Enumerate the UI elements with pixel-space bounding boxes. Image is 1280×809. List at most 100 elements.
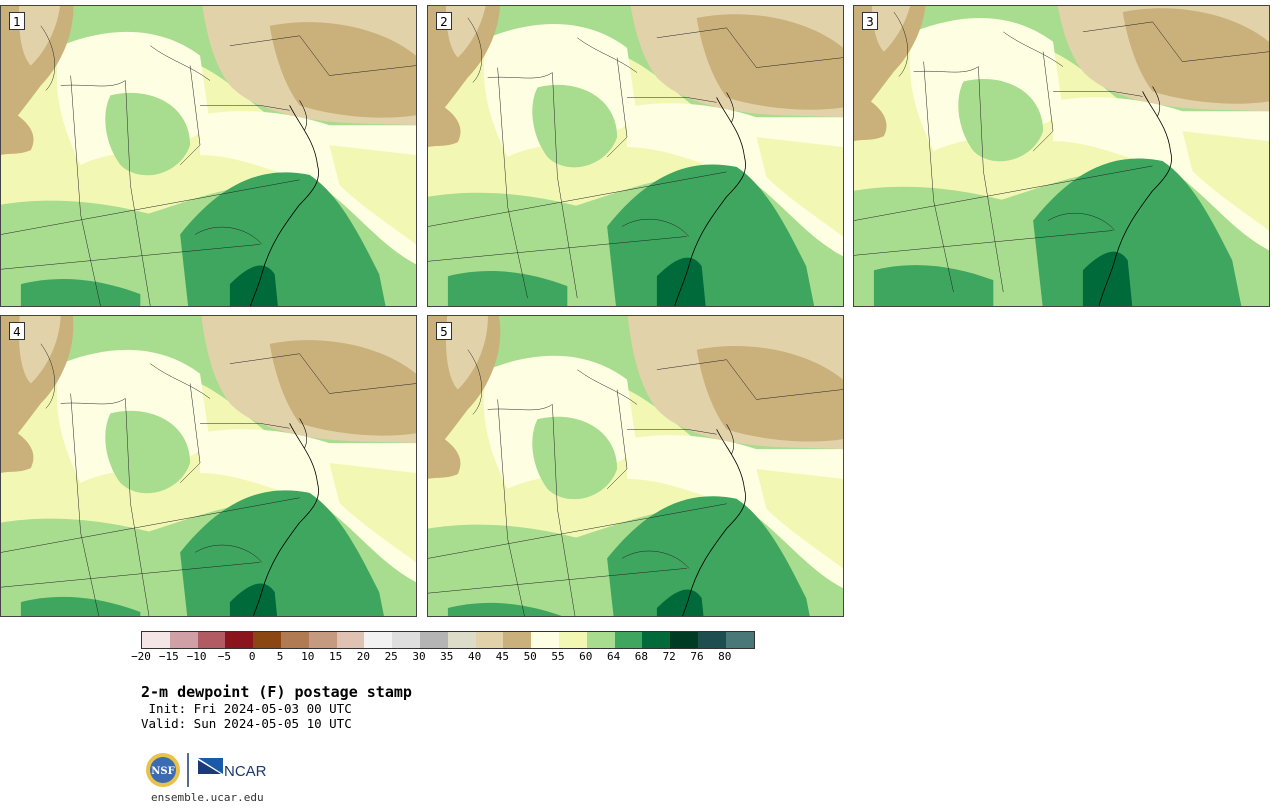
colorbar-tick-label: 50 (523, 650, 537, 663)
colorbar-tick-label: 76 (690, 650, 704, 663)
state-border (179, 65, 201, 166)
colorbar-tick-label: −20 (131, 650, 151, 663)
colorbar-tick-label: 20 (356, 650, 371, 663)
state-border (621, 550, 689, 569)
state-border (200, 423, 290, 429)
map-region (872, 6, 911, 52)
lake-outline (150, 363, 211, 399)
state-border (428, 171, 727, 227)
state-border (656, 27, 843, 68)
coastline (252, 423, 319, 616)
lake-outline (893, 11, 909, 77)
map-region (656, 589, 704, 616)
map-region (873, 265, 994, 306)
map-region (1, 316, 74, 454)
colorbar-tick-label: 80 (718, 650, 732, 663)
map-region (269, 340, 416, 436)
map-region (428, 192, 598, 299)
colorbar-tick-label: 15 (328, 650, 343, 663)
colorbar (141, 631, 755, 649)
map-region (1, 6, 74, 136)
colorbar-tick-label: 0 (248, 650, 256, 663)
colorbar-tick-label: −15 (158, 650, 179, 663)
colorbar-tick-label: 5 (276, 650, 284, 663)
map-region (18, 6, 60, 66)
map-region (532, 416, 618, 500)
panel-number-label: 4 (9, 322, 25, 340)
state-border (487, 72, 553, 79)
colorbar-swatch (419, 632, 448, 648)
state-border (125, 80, 151, 306)
map-region (756, 468, 843, 569)
dewpoint-map (428, 316, 843, 616)
colorbar-swatch (670, 632, 698, 648)
lake-outline (1003, 31, 1064, 67)
state-border (1, 562, 260, 588)
map-region (428, 6, 500, 128)
map-region (696, 14, 843, 110)
map-region (329, 463, 416, 563)
map-region (445, 6, 486, 58)
map-region (958, 78, 1044, 162)
state-border (627, 428, 717, 435)
map-panel-2: 2 (427, 5, 844, 307)
plot-title: 2-m dewpoint (F) postage stamp (141, 683, 412, 701)
state-border (1, 244, 260, 270)
lake-outline (40, 343, 56, 409)
map-region (229, 265, 278, 306)
bay-outline (726, 92, 735, 123)
state-border (621, 218, 689, 237)
map-region (1082, 251, 1133, 306)
colorbar-swatch (142, 632, 170, 648)
state-border (606, 389, 628, 490)
lake-outline (577, 37, 638, 73)
state-border (125, 398, 150, 616)
panel-number-label: 3 (862, 12, 878, 30)
state-border (606, 57, 628, 158)
colorbar-swatch (336, 632, 365, 648)
coastline (1098, 91, 1172, 306)
colorbar-swatch (392, 632, 420, 648)
state-border (428, 236, 687, 262)
colorbar-tick-label: 68 (634, 650, 649, 663)
colorbar-tick-label: −10 (186, 650, 207, 663)
colorbar-swatch (503, 632, 532, 648)
colorbar-swatch (697, 632, 726, 648)
state-border (978, 66, 1004, 293)
map-region (428, 429, 461, 479)
valid-time: Valid: Sun 2024-05-05 10 UTC (141, 716, 352, 731)
colorbar-swatch (169, 632, 198, 648)
colorbar-swatch (225, 632, 254, 648)
map-region (756, 137, 843, 237)
map-panel-5: 5 (427, 315, 844, 617)
map-region (180, 490, 384, 616)
colorbar-tick-label: 25 (384, 650, 398, 663)
state-border (913, 66, 979, 73)
state-border (70, 393, 100, 616)
dewpoint-map (854, 6, 1269, 306)
colorbar-swatch (642, 632, 671, 648)
map-panel-1: 1 (0, 5, 417, 307)
state-border (552, 404, 576, 616)
colorbar-tick-label: 60 (579, 650, 593, 663)
lake-outline (467, 349, 483, 415)
state-border (627, 97, 717, 103)
map-region (1, 200, 171, 306)
colorbar-swatch (586, 632, 615, 648)
map-region (105, 92, 191, 176)
state-border (1053, 91, 1143, 97)
map-region (1, 105, 34, 156)
state-border (60, 398, 126, 405)
bay-outline (299, 100, 308, 131)
state-border (428, 568, 687, 594)
colorbar-tick-label: 45 (495, 650, 510, 663)
panel-number-label: 1 (9, 12, 25, 30)
state-border (923, 61, 954, 293)
map-region (428, 316, 501, 460)
colorbar-tick-labels: −20 −15 −10 −5 0 5 10 15 20 25 30 35 40 45 50 55 60 64 68 7… (131, 650, 761, 670)
website-url: ensemble.ucar.edu (151, 791, 264, 804)
colorbar-tick-label: 72 (662, 650, 676, 663)
lake-outline (40, 25, 56, 91)
map-region (854, 91, 887, 142)
map-panel-4: 4 (0, 315, 417, 617)
